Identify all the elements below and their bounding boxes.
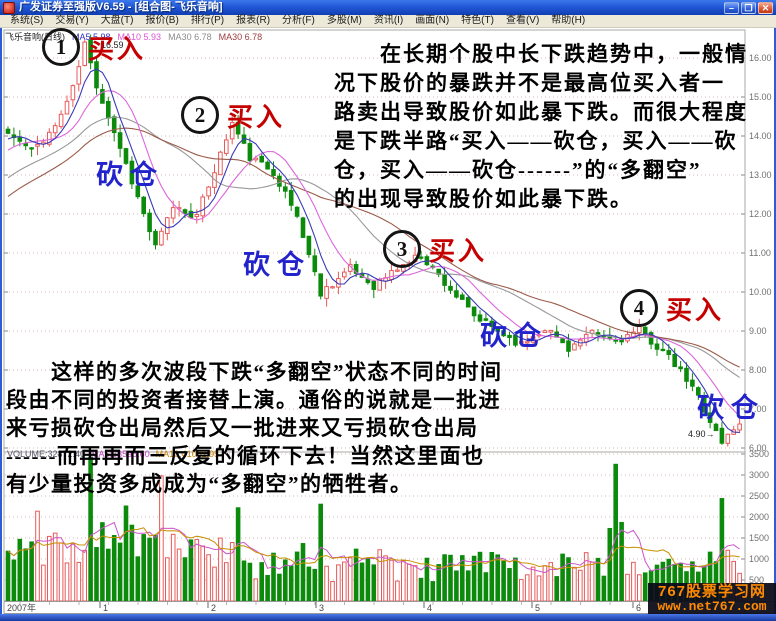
- month-label-5: 5: [535, 603, 540, 613]
- annotation-buy-3: 3 买入: [383, 230, 487, 268]
- svg-text:8.00: 8.00: [749, 365, 767, 375]
- ma-header-label-1: MA5 5.98: [72, 32, 111, 42]
- volume-ma10-label: MA10:41062.95: [155, 449, 220, 459]
- buy-label-1: 买入: [88, 34, 147, 64]
- buy-label-2: 买入: [227, 102, 286, 132]
- svg-text:1500: 1500: [749, 533, 769, 543]
- month-label-3: 3: [319, 603, 324, 613]
- volume-ma5-label: MA5:33598.60: [91, 449, 150, 459]
- chart-header: 飞乐音响(日线) MA5 5.98 MA10 5.93 MA30 6.78 MA30 6…: [5, 30, 276, 43]
- svg-text:9.00: 9.00: [749, 326, 767, 336]
- buy-label-3: 买入: [429, 236, 488, 266]
- menu-item-11[interactable]: 特色(T): [461, 15, 494, 26]
- month-label-1: 1: [103, 603, 108, 613]
- annotation-buy-2: 2 买入: [181, 96, 285, 134]
- menu-item-5[interactable]: 排行(P): [190, 15, 225, 26]
- svg-text:14.00: 14.00: [749, 131, 772, 141]
- window-left-frame: [0, 28, 2, 614]
- maximize-button[interactable]: ❐: [741, 1, 756, 14]
- x-axis: 2007年1234567: [3, 601, 776, 614]
- menu-item-3[interactable]: 大盘(T): [100, 15, 134, 26]
- menu-item-1[interactable]: 系统(S): [10, 15, 44, 26]
- svg-text:7.00: 7.00: [749, 404, 767, 414]
- volume-ma-line: [7, 521, 740, 574]
- menu-item-10[interactable]: 画面(N): [415, 15, 450, 26]
- ma-line-5: [7, 68, 740, 433]
- svg-text:10.00: 10.00: [749, 287, 772, 297]
- window-title: 广发证券至强版V6.59 - [组合图-飞乐音响]: [19, 1, 223, 13]
- ma-header-label-3: MA30 6.78: [168, 32, 212, 42]
- svg-text:1000: 1000: [749, 554, 769, 564]
- svg-text:2000: 2000: [749, 512, 769, 522]
- month-label-6: 6: [636, 603, 641, 613]
- volume-ma-line: [7, 527, 740, 570]
- menu-item-6[interactable]: 报表(R): [236, 15, 271, 26]
- minimize-button[interactable]: –: [724, 1, 739, 14]
- ma-header-label-2: MA10 5.93: [117, 32, 162, 42]
- watermark-title: 767股票学习网: [657, 582, 767, 600]
- svg-text:13.00: 13.00: [749, 170, 772, 180]
- watermark-url: www.net767.com: [657, 598, 767, 614]
- svg-text:15.00: 15.00: [749, 92, 772, 102]
- month-label-4: 4: [427, 603, 432, 613]
- window-bottom-frame: [0, 614, 776, 621]
- svg-text:3000: 3000: [749, 470, 769, 480]
- annotation-cut-2: 砍仓: [243, 250, 311, 280]
- annotation-buy-4: 4 买入: [620, 289, 724, 327]
- menubar: 系统(S) 交易(Y) 大盘(T) 报价(B) 排行(P) 报表(R) 分析(F) 多股(M)…: [0, 15, 776, 28]
- ma-header-label-4: MA30 6.78: [218, 32, 263, 42]
- buy-label-4: 买入: [666, 295, 725, 325]
- close-button[interactable]: ✕: [758, 1, 773, 14]
- ma-line-30: [7, 127, 740, 368]
- annotation-cut-1: 砍仓: [96, 160, 164, 190]
- window-right-frame: [774, 28, 776, 614]
- low-price-label: 4.90→: [688, 429, 715, 439]
- paragraph-left: 这样的多次波段下跌“多翻空”状态不同的时间 段由不同的投资者接替上演。通俗的说就…: [6, 360, 503, 496]
- circled-number-4: 4: [620, 289, 658, 327]
- svg-text:500: 500: [749, 575, 764, 585]
- watermark: 767股票学习网 www.net767.com: [648, 583, 776, 614]
- menu-item-12[interactable]: 查看(V): [505, 15, 540, 26]
- year-label: 2007年: [7, 602, 36, 613]
- annotation-buy-1: 1 买入: [42, 28, 146, 66]
- ma-line-10: [7, 90, 740, 417]
- svg-text:11.00: 11.00: [749, 248, 771, 258]
- svg-text:16.00: 16.00: [749, 53, 772, 63]
- candles: [5, 34, 742, 447]
- svg-text:2500: 2500: [749, 491, 769, 501]
- menu-item-2[interactable]: 交易(Y): [55, 15, 89, 26]
- app-icon: [3, 1, 15, 14]
- annotation-cut-4: 砍仓: [697, 393, 765, 423]
- window-titlebar: 广发证券至强版V6.59 - [组合图-飞乐音响] – ❐ ✕: [0, 0, 776, 15]
- annotation-cut-3: 砍仓: [480, 321, 548, 351]
- menu-item-4[interactable]: 报价(B): [145, 15, 179, 26]
- chart-canvas[interactable]: 16.0015.0014.0013.0012.0011.0010.009.008…: [0, 28, 776, 614]
- menu-item-7[interactable]: 分析(F): [282, 15, 315, 26]
- month-label-2: 2: [211, 603, 216, 613]
- menu-item-13[interactable]: 帮助(H): [551, 15, 586, 26]
- menu-item-8[interactable]: 多股(M): [326, 15, 362, 26]
- paragraph-right: 在长期个股中长下跌趋势中，一般情 况下股价的暴跌并不是最高位买入者一 路卖出导致…: [334, 42, 748, 211]
- menu-item-9[interactable]: 资讯(I): [373, 15, 404, 26]
- svg-text:3500: 3500: [749, 449, 769, 459]
- circled-number-1: 1: [42, 28, 80, 66]
- instrument-name: 飞乐音响(日线): [5, 32, 65, 42]
- circled-number-2: 2: [181, 96, 219, 134]
- svg-text:12.00: 12.00: [749, 209, 772, 219]
- price-gridlines: [4, 57, 745, 581]
- peak-price-label: 16.59: [101, 40, 124, 50]
- price-pane: [3, 29, 746, 453]
- circled-number-3: 3: [383, 230, 421, 268]
- svg-text:6.00: 6.00: [749, 443, 767, 453]
- volume-header: VOLUME:32872.40 MA5:33598.60 MA10:41062.95: [7, 449, 225, 459]
- volume-label: VOLUME:32872.40: [7, 449, 86, 459]
